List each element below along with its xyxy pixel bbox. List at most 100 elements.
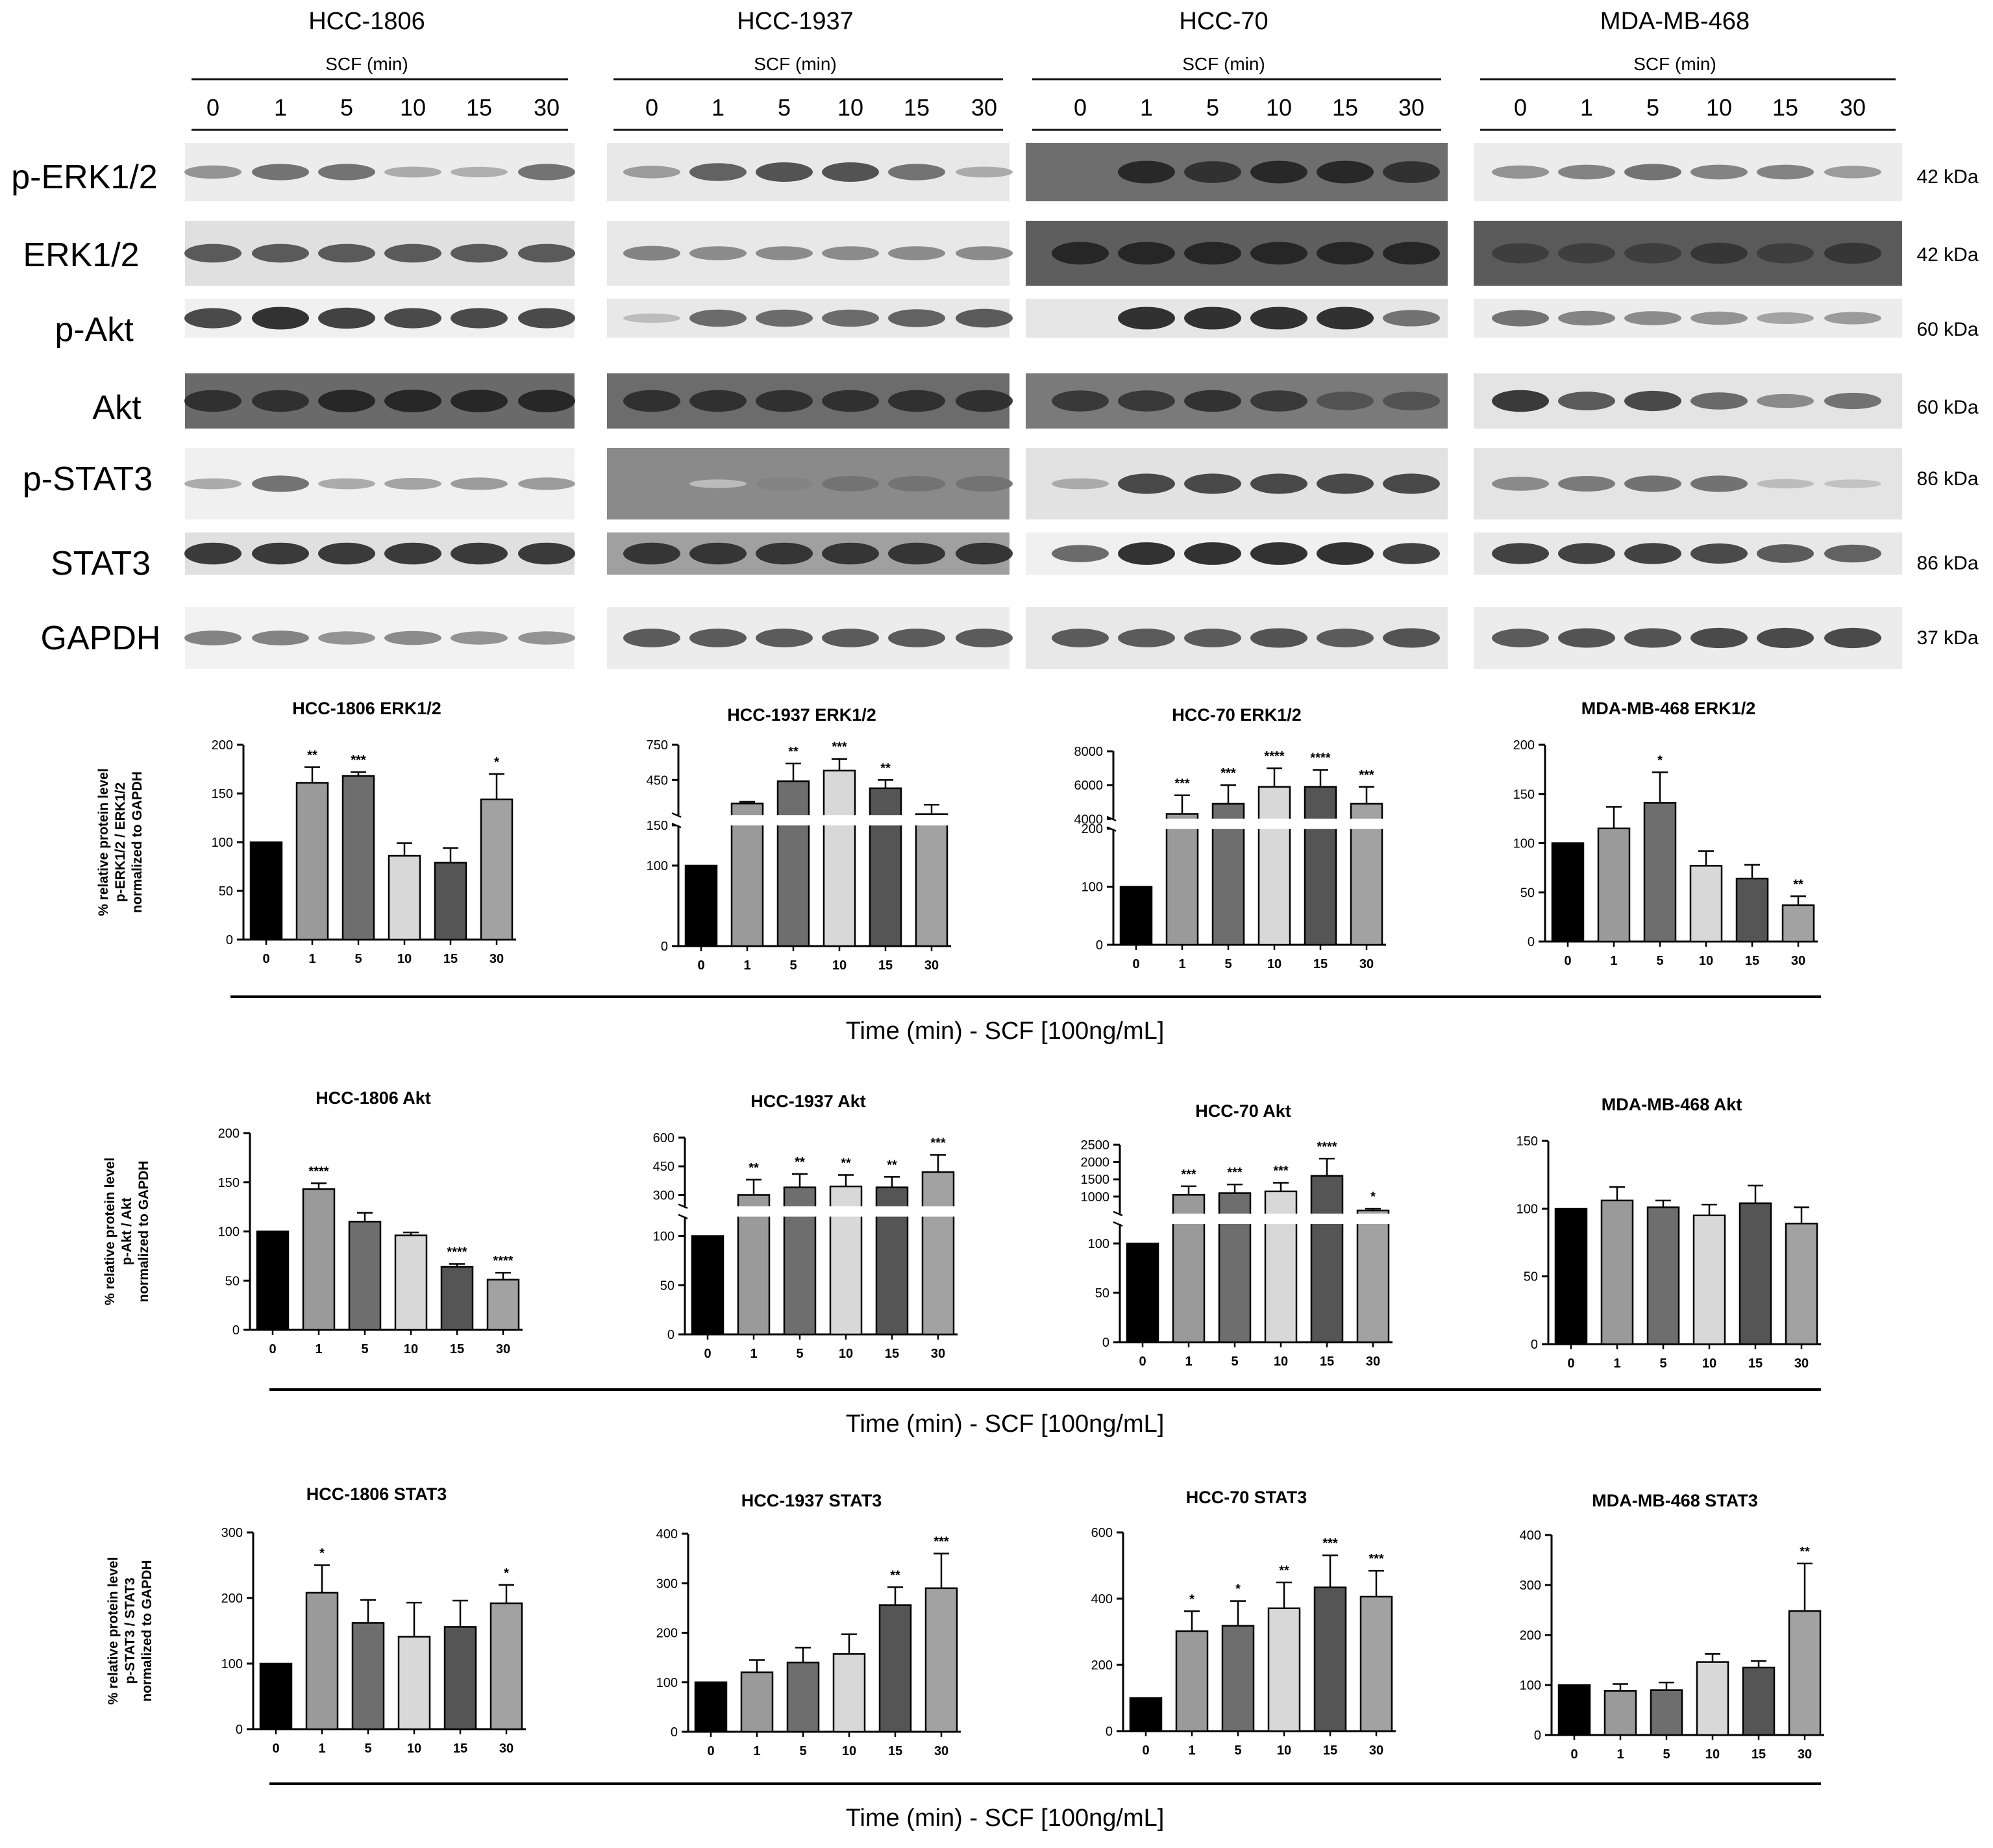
protein-band [518,390,575,412]
bar [924,1587,958,1733]
protein-band [1824,479,1881,488]
x-tick-label: 0 [1570,1747,1578,1762]
protein-band [1690,392,1748,410]
x-tick-label: 1 [743,958,750,973]
significance-marker: * [1189,1592,1195,1606]
protein-band [252,542,309,565]
protein-band [623,542,680,565]
y-tick-label: 0 [1528,935,1535,949]
protein-band [1184,542,1241,565]
y-tick-label: 100 [656,1676,678,1690]
protein-band [1250,542,1307,565]
x-tick-label: 15 [1748,1356,1763,1371]
protein-band [384,166,441,178]
x-tick-label: 15 [1745,954,1759,968]
x-tick-label: 10 [1274,1355,1288,1369]
y-tick-label: 200 [212,738,233,753]
protein-band [1558,310,1615,326]
protein-band [1624,628,1681,648]
protein-band [822,309,879,327]
y-tick-label: 150 [647,819,668,833]
y-tick-label: 1500 [1081,1173,1110,1187]
protein-band [1184,161,1241,183]
x-tick-label: 0 [697,958,704,973]
x-tick-label: 5 [796,1347,803,1361]
protein-band [1492,310,1549,327]
y-tick-label: 100 [221,1657,243,1671]
timepoint-label: 15 [466,94,492,121]
protein-band [822,629,879,647]
bar [256,1230,290,1331]
x-tick-label: 5 [354,952,362,966]
protein-band [318,631,375,645]
protein-band [1492,629,1549,647]
x-tick-label: 5 [1663,1747,1670,1762]
bar [691,1235,724,1336]
bar [489,1602,523,1730]
protein-band [822,246,879,260]
protein-band [1757,479,1814,489]
y-tick-label: 100 [212,836,233,850]
y-tick-label: 0 [661,940,668,954]
bar [1646,1206,1680,1345]
axis-break [1117,1214,1393,1224]
timepoint-label: 15 [1332,94,1358,121]
x-tick-label: 10 [1702,1356,1716,1371]
bar [1211,803,1245,946]
bar [1551,842,1585,943]
x-tick-label: 1 [318,1742,325,1756]
protein-band [623,629,680,647]
significance-marker: **** [1310,751,1330,766]
x-tick-label: 15 [453,1742,467,1756]
protein-band [1690,543,1748,564]
protein-band [822,476,879,492]
protein-band [822,390,879,412]
timepoint-label: 1 [274,94,287,121]
protein-band [252,475,309,492]
y-tick-label: 750 [647,738,668,753]
bar [397,1636,431,1730]
chart-title: HCC-1806 Akt [316,1088,431,1108]
protein-band [184,542,241,565]
bar [1165,813,1199,946]
protein-band [518,631,575,645]
protein-band [318,478,375,490]
x-tick-label: 10 [1705,1747,1720,1762]
bar [1126,1242,1159,1343]
y-tick-label: 0 [232,1323,240,1338]
bar [341,775,375,941]
x-tick-label: 0 [272,1742,279,1756]
x-tick-label: 1 [308,952,316,966]
timepoint-label: 1 [1140,94,1153,121]
significance-marker: *** [832,740,847,755]
bar [1359,1595,1393,1732]
protein-band [1317,473,1374,494]
x-tick-label: 0 [704,1347,711,1361]
significance-marker: **** [308,1164,328,1179]
y-axis-label-line: normalized to GAPDH [136,1160,151,1302]
protein-band [956,246,1013,260]
x-tick-label: 10 [1699,954,1713,968]
protein-band [252,306,309,330]
timepoint-label: 30 [1398,94,1424,121]
bar [1692,1214,1726,1345]
x-tick-label: 1 [1610,954,1617,968]
axis-break-mark [1113,1210,1123,1217]
y-tick-label: 150 [1516,1134,1538,1149]
protein-band [1492,477,1549,491]
x-tick-label: 10 [1277,1743,1291,1758]
bar [1313,1586,1347,1732]
y-axis-label-line: normalized to GAPDH [130,771,145,913]
protein-band [384,243,441,263]
bar [1264,1190,1298,1343]
protein-band [518,243,575,263]
bar [1304,786,1337,946]
y-tick-label: 4000 [1074,812,1104,827]
y-tick-label: 400 [1091,1592,1113,1606]
protein-band [518,308,575,329]
bar [348,1221,382,1331]
x-tick-label: 30 [499,1742,514,1756]
protein-band [1317,629,1374,647]
